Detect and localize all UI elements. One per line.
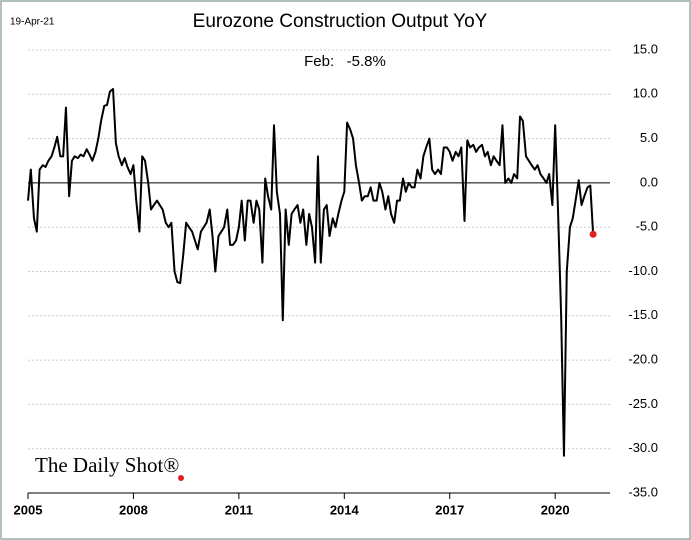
y-tick-label: 15.0 [633,41,658,56]
y-tick-label: 10.0 [633,86,658,101]
y-tick-label: -35.0 [628,484,658,499]
y-tick-label: -15.0 [628,307,658,322]
watermark: The Daily Shot® [35,453,179,477]
annotation: Feb: -5.8% [304,53,386,70]
y-tick-label: 0.0 [640,174,658,189]
x-tick-label: 2011 [225,502,253,517]
x-tick-label: 2020 [541,502,570,517]
x-tick-label: 2017 [435,502,464,517]
y-tick-label: -25.0 [628,396,658,411]
x-tick-label: 2014 [330,502,360,517]
y-tick-label: -20.0 [628,352,658,367]
y-tick-label: -30.0 [628,440,658,455]
last-point-marker [589,230,597,238]
x-tick-label: 2008 [119,502,148,517]
y-tick-label: -10.0 [628,263,658,278]
y-tick-label: 5.0 [640,130,658,145]
line-series [27,87,595,457]
watermark-dot [178,475,184,481]
y-tick-label: -5.0 [636,219,658,234]
date-note: 19-Apr-21 [10,17,55,28]
x-tick-label: 2005 [14,502,43,517]
chart-title: Eurozone Construction Output YoY [193,11,488,32]
